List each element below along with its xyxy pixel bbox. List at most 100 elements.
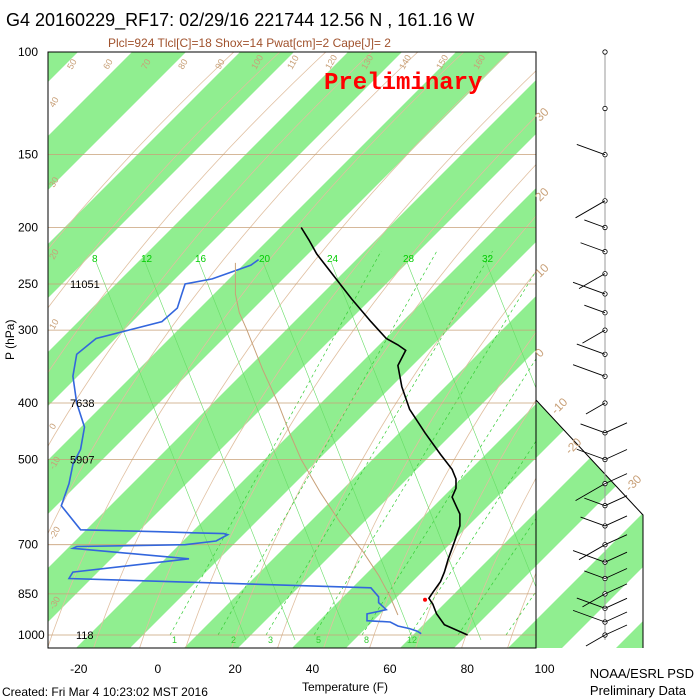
chart-title: G4 20160229_RF17: 02/29/16 221744 12.56 … — [6, 10, 475, 30]
height-label: 5907 — [70, 454, 94, 466]
wind-barb — [578, 544, 606, 561]
mixing-ratio-line — [144, 261, 296, 641]
isotherm-band — [48, 52, 186, 190]
wind-barb — [572, 550, 606, 563]
wind-barb — [576, 597, 606, 609]
wind-barb — [604, 568, 628, 579]
pressure-tick-label: 250 — [18, 277, 38, 291]
wind-barb — [604, 597, 628, 609]
pressure-tick-label: 400 — [18, 396, 38, 410]
wind-barb — [604, 515, 628, 527]
y-axis-title: P (hPa) — [3, 320, 17, 360]
dry-adiabat-line — [48, 52, 373, 447]
mixing-ratio-bottom-label: 8 — [364, 635, 369, 645]
mixing-ratio-bottom-label: 3 — [268, 635, 273, 645]
plot-frame — [47, 51, 537, 649]
isotherm-label: 10 — [532, 261, 552, 281]
dry-adiabat-line — [48, 52, 281, 309]
pressure-tick-label: 850 — [18, 587, 38, 601]
temperature-tick-label: 0 — [155, 662, 162, 676]
height-label: 7638 — [70, 398, 94, 410]
mixing-ratio-lines: 8 12 16 20 24 28 321 2 3 5 8 12 — [92, 254, 536, 645]
pressure-tick-label: 500 — [18, 452, 38, 466]
wind-barb — [572, 364, 606, 377]
isotherm-band — [672, 0, 700, 700]
wind-barb — [604, 422, 628, 434]
mixing-ratio-bottom-label: 5 — [316, 635, 321, 645]
dry-adiabat-line — [643, 0, 700, 655]
mixing-ratio-label: 28 — [403, 254, 415, 265]
dry-adiabat-label: 140 — [397, 53, 413, 71]
isotherm-band — [48, 52, 510, 514]
mixing-ratio-bottom-label: 2 — [231, 635, 236, 645]
mixing-ratio-label: 24 — [327, 254, 339, 265]
dry-adiabat-label: 50 — [65, 57, 79, 71]
wind-barb — [582, 593, 606, 608]
wind-barb — [585, 402, 606, 415]
temperature-tick-label: 40 — [306, 662, 320, 676]
mixing-ratio-line — [330, 261, 482, 641]
wind-barb — [604, 583, 628, 595]
credit-line-2: Preliminary Data — [589, 683, 686, 698]
dry-adiabat-label: 90 — [213, 57, 227, 71]
moist-adiabat-line — [169, 250, 382, 636]
temperature-tick-label: 60 — [383, 662, 397, 676]
wind-barb — [584, 219, 606, 228]
moist-adiabats — [169, 250, 536, 636]
isotherm-band — [48, 80, 536, 622]
pressure-tick-label: 150 — [18, 148, 38, 162]
isotherm-band — [184, 296, 536, 648]
temperature-tick-label: 80 — [461, 662, 475, 676]
wind-barb — [576, 343, 606, 355]
temperature-tick-label: -20 — [70, 662, 88, 676]
wind-barb — [584, 570, 606, 579]
left-edge-label: 10 — [47, 317, 61, 331]
isotherm-band — [508, 620, 536, 648]
wind-barb-column — [572, 49, 628, 647]
pressure-tick-label: 100 — [18, 45, 38, 59]
dry-adiabat-label: 80 — [176, 57, 190, 71]
wind-barb — [575, 483, 606, 502]
pressure-tick-label: 700 — [18, 538, 38, 552]
wind-barb — [576, 448, 606, 460]
mixing-ratio-label: 12 — [141, 254, 153, 265]
sounding-series-line — [234, 262, 399, 616]
wind-barb — [580, 242, 606, 253]
created-timestamp: Created: Fri Mar 4 10:23:02 MST 2016 — [2, 685, 208, 699]
wind-barb — [585, 634, 606, 647]
wind-barb — [604, 611, 628, 623]
temperature-tick-label: 20 — [228, 662, 242, 676]
sounding-traces — [60, 227, 468, 636]
mixing-ratio-bottom-label: 12 — [407, 635, 417, 645]
mixing-ratio-line — [406, 261, 536, 588]
wind-station-circle — [602, 105, 608, 112]
wind-barb — [604, 534, 628, 546]
left-edge-label: -20 — [47, 525, 62, 541]
wind-barb — [584, 497, 606, 507]
credit-line-1: NOAA/ESRL PSD — [589, 666, 694, 681]
isotherm-band — [48, 52, 402, 406]
isotherm-band — [48, 52, 294, 298]
moist-adiabat-line — [409, 440, 536, 636]
sounding-series-line — [60, 258, 422, 635]
mixing-ratio-bottom-label: 1 — [172, 635, 177, 645]
isotherm-band — [672, 0, 700, 700]
dry-adiabat-label: 70 — [139, 57, 153, 71]
wind-barb — [580, 423, 606, 434]
left-edge-label: 20 — [47, 247, 61, 261]
wind-barb — [604, 624, 628, 636]
left-edge-label: 30 — [47, 175, 61, 189]
temperature-tick-label: 100 — [535, 662, 555, 676]
wind-barb — [604, 495, 628, 507]
wind-barb — [578, 273, 606, 290]
moist-adiabat-line — [265, 250, 493, 636]
wind-barb — [582, 329, 606, 344]
dry-adiabat-line — [48, 52, 235, 250]
mixing-ratio-line — [95, 261, 247, 641]
dry-adiabat-line — [48, 52, 419, 535]
moist-adiabat-line — [217, 250, 438, 636]
dry-adiabat-label: 60 — [101, 57, 115, 71]
height-label: 11051 — [70, 279, 100, 291]
pressure-tick-label: 300 — [18, 323, 38, 337]
